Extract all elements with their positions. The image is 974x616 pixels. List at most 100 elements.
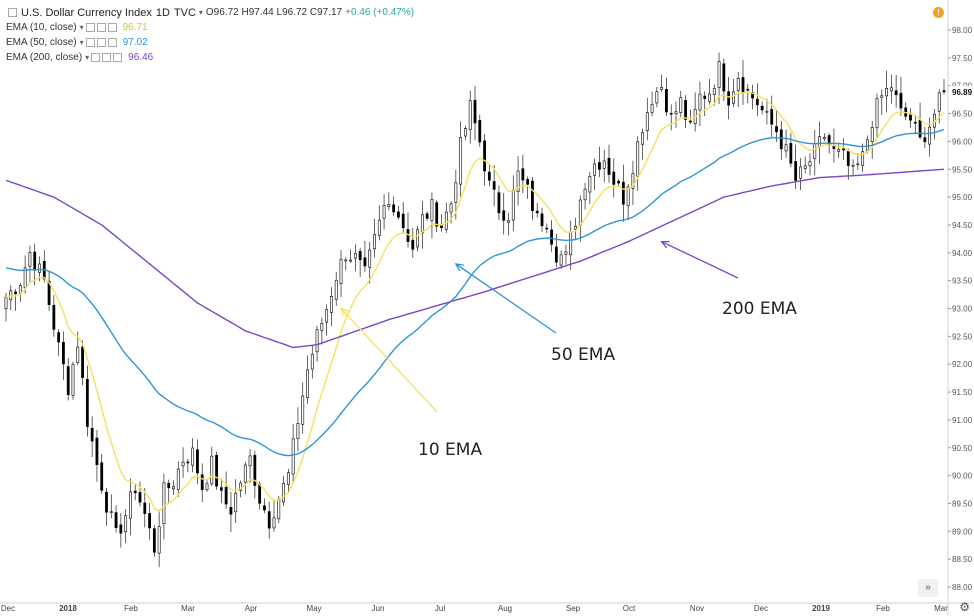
eye-icon[interactable]	[85, 38, 95, 47]
settings-icon[interactable]	[102, 53, 112, 62]
candle-body	[660, 87, 664, 90]
warning-icon[interactable]: !	[933, 7, 944, 18]
chevron-down-icon[interactable]: ▾	[79, 38, 84, 47]
x-tick-label: Sep	[566, 604, 581, 613]
candle-body	[621, 181, 625, 205]
y-tick-label: 92.00	[952, 360, 973, 369]
candle-body	[550, 229, 553, 245]
y-tick-label: 93.00	[952, 305, 973, 314]
candle-body	[899, 92, 903, 109]
y-tick-label: 94.50	[952, 221, 973, 230]
candle-body	[310, 353, 314, 370]
symbol-title[interactable]: U.S. Dollar Currency Index	[21, 6, 152, 19]
candle-body	[162, 482, 166, 525]
annotation-arrow-line	[455, 263, 557, 334]
close-icon[interactable]	[107, 23, 117, 32]
indicator-row-ema50[interactable]: EMA (50, close) ▾ 97.02	[6, 35, 414, 50]
candle-body	[880, 95, 884, 98]
eye-icon[interactable]	[85, 23, 95, 32]
annotation-arrow-head	[339, 307, 349, 317]
candle-body	[918, 119, 922, 138]
settings-icon[interactable]	[96, 23, 106, 32]
annotation-label: 10 EMA	[418, 440, 482, 460]
candle-body	[353, 252, 357, 259]
candle-body	[799, 166, 802, 179]
candle-body	[665, 89, 668, 113]
candle-body	[607, 157, 611, 175]
indicator-row-ema10[interactable]: EMA (10, close) ▾ 96.71	[6, 20, 414, 35]
candle-body	[286, 472, 290, 485]
candle-body	[291, 438, 295, 475]
indicator-label[interactable]: EMA (50, close)	[6, 37, 77, 48]
annotation-arrow-head	[660, 240, 670, 249]
candle-body	[521, 168, 525, 181]
annotation-arrow-head	[454, 263, 464, 272]
ema-200-line	[5, 168, 945, 349]
scroll-to-realtime-button[interactable]: »	[918, 579, 938, 597]
x-tick-label: Apr	[245, 604, 258, 613]
candle-body	[698, 93, 702, 111]
candle-body	[937, 92, 941, 112]
candle-body	[894, 90, 898, 96]
chevron-down-icon[interactable]: ▾	[198, 8, 203, 17]
candle-body	[33, 251, 37, 271]
candle-body	[133, 490, 137, 494]
candle-body	[148, 513, 151, 529]
eye-icon[interactable]	[91, 53, 101, 62]
annotation-arrow-line	[340, 308, 438, 413]
candle-body	[885, 88, 888, 97]
candle-body	[129, 491, 132, 519]
candle-body	[243, 464, 247, 483]
candle-body	[114, 512, 118, 529]
candle-body	[344, 259, 348, 262]
candle-body	[775, 126, 778, 133]
candle-body	[401, 213, 405, 229]
candle-body	[708, 93, 711, 102]
indicator-label[interactable]: EMA (10, close)	[6, 22, 77, 33]
candle-body	[717, 61, 721, 88]
candle-body	[468, 100, 472, 130]
candle-body	[363, 257, 367, 267]
candle-body	[119, 524, 123, 534]
chevron-down-icon[interactable]: ▾	[85, 53, 90, 62]
candle-body	[583, 188, 587, 201]
ema-10-line	[5, 91, 945, 513]
last-price-label: 96.89	[952, 88, 973, 97]
candle-body	[172, 486, 175, 490]
candle-body	[325, 309, 329, 323]
candle-body	[100, 462, 104, 491]
candle-body	[200, 474, 204, 490]
collapse-icon[interactable]	[8, 8, 17, 17]
indicator-label[interactable]: EMA (200, close)	[6, 52, 83, 63]
close-icon[interactable]	[113, 53, 123, 62]
indicator-row-ema200[interactable]: EMA (200, close) ▾ 96.46	[6, 50, 414, 65]
y-tick-label: 93.50	[952, 277, 973, 286]
candle-body	[320, 323, 324, 331]
gear-icon[interactable]: ⚙	[959, 600, 970, 614]
candle-body	[554, 246, 558, 263]
change-readout: +0.46 (+0.47%)	[345, 7, 415, 18]
y-tick-label: 89.00	[952, 527, 973, 536]
candle-body	[306, 369, 309, 399]
candle-body	[861, 151, 865, 166]
interval-label[interactable]: 1D	[155, 6, 170, 19]
candle-body	[598, 162, 601, 170]
candle-body	[588, 176, 592, 193]
candle-body	[703, 95, 707, 99]
last-price-box	[949, 85, 973, 98]
source-label: TVC	[173, 6, 196, 19]
chevron-down-icon[interactable]: ▾	[79, 23, 84, 32]
settings-icon[interactable]	[96, 38, 106, 47]
candle-body	[741, 77, 745, 93]
candle-body	[760, 105, 764, 111]
close-icon[interactable]	[107, 38, 117, 47]
candle-body	[420, 214, 424, 234]
candle-body	[626, 186, 630, 207]
candle-body	[784, 144, 788, 152]
candle-body	[822, 137, 826, 140]
candle-body	[531, 180, 534, 212]
y-tick-label: 95.00	[952, 193, 973, 202]
candle-body	[9, 290, 13, 301]
